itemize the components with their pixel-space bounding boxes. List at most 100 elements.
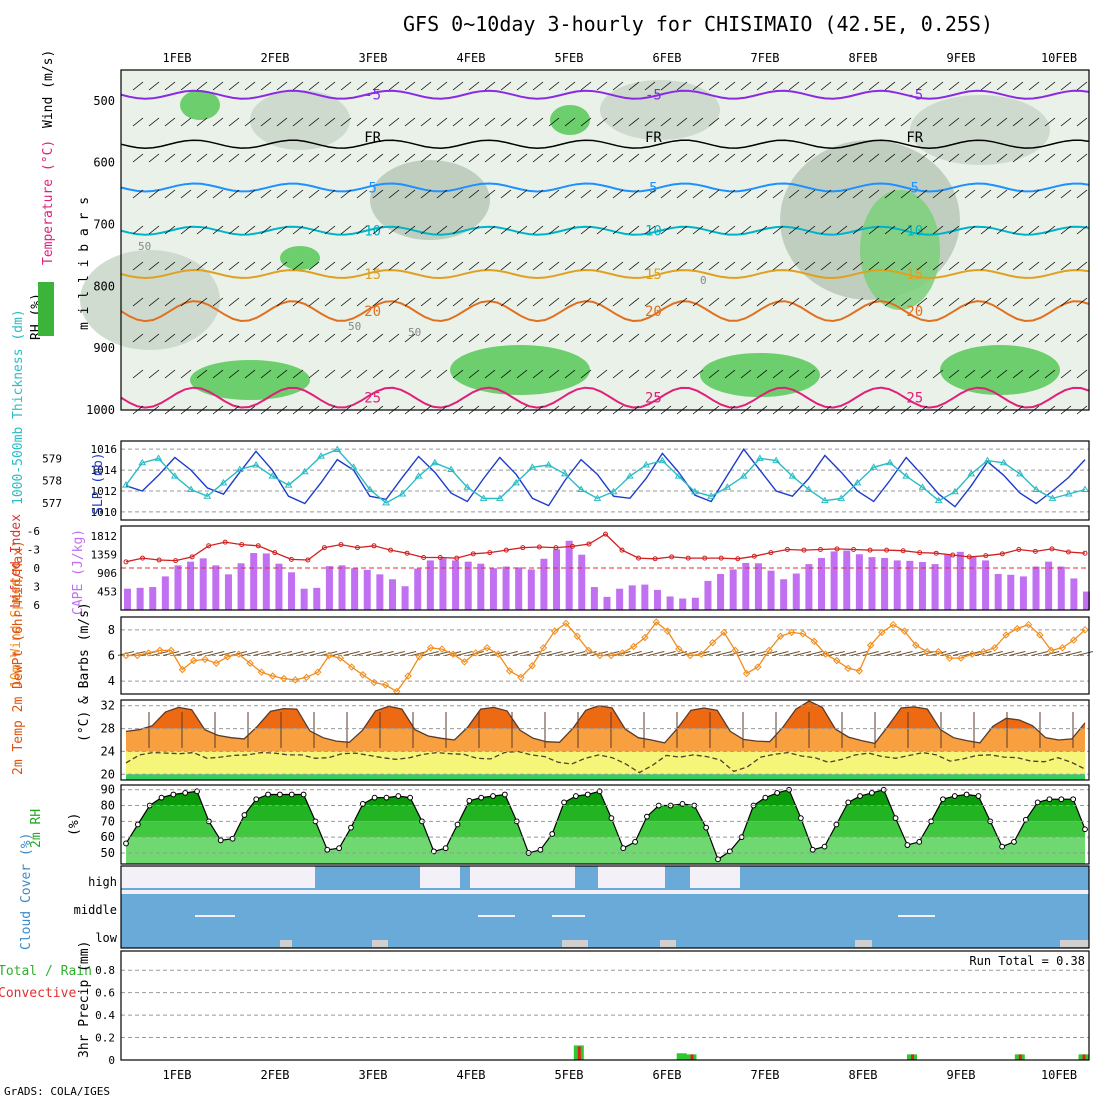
wind-barb [580, 333, 592, 343]
wind-barb [852, 297, 864, 307]
li-marker [569, 543, 575, 549]
wind-barb [260, 189, 272, 199]
wind-speed-marker [866, 641, 875, 649]
wind-barb [996, 81, 1008, 91]
wind-barb [980, 333, 992, 343]
middle-cloud-gap [898, 915, 935, 917]
wind-barb [500, 225, 512, 235]
rh-tick-label: 50 [101, 846, 115, 860]
rh-marker [336, 845, 343, 852]
surface-wind-barb [715, 651, 733, 656]
wind-speed-marker [370, 678, 378, 687]
surface-wind-barb [851, 651, 868, 656]
rh-marker [501, 791, 508, 798]
wind-barb [244, 297, 256, 307]
li-marker [520, 545, 526, 551]
wind-barb [292, 117, 304, 127]
li-marker [718, 555, 724, 561]
isotherm-label: 15 [645, 267, 662, 283]
slp-tick-label: 1012 [91, 485, 118, 498]
wind-barb [644, 81, 656, 91]
wind-tick-label: 4 [108, 674, 115, 688]
precip-convective-bar [1018, 1054, 1022, 1060]
wind-barb [836, 297, 848, 307]
wind-barb [212, 297, 224, 307]
rh-marker [774, 790, 781, 796]
x-tick-label-top: 2FEB [261, 51, 290, 65]
wind-barb [772, 297, 784, 307]
wind-barb [724, 153, 736, 163]
wind-barb [788, 153, 800, 163]
wind-speed-marker [404, 672, 412, 680]
wind-barb [132, 333, 144, 343]
wind-barb [388, 261, 400, 271]
cape-bar [224, 574, 232, 610]
wind-barb [452, 81, 464, 91]
wind-barb [548, 81, 560, 91]
wind-barb [708, 225, 720, 235]
cape-bar [855, 554, 863, 610]
wind-barb [804, 189, 816, 199]
wind-barb [164, 297, 176, 307]
pressure-tick-label: 500 [93, 94, 115, 108]
isotherm-label: 5 [368, 180, 376, 196]
wind-barb [948, 117, 960, 127]
wind-barb [388, 117, 400, 127]
middle-cloud-gap [478, 915, 515, 917]
wind-barb [404, 153, 416, 163]
wind-barb [900, 297, 912, 307]
rh-shading [700, 353, 820, 397]
li-marker [685, 555, 691, 561]
wind-speed-marker [596, 651, 604, 660]
thickness-marker [577, 485, 586, 493]
cape-bar [149, 587, 157, 610]
middle-cloud-gap [552, 915, 585, 917]
wind-barb [708, 333, 720, 343]
wind-barb [532, 261, 544, 271]
wind-speed-marker [505, 667, 514, 675]
cape-bar [969, 556, 977, 610]
cape-bar [288, 572, 296, 610]
wind-barb [900, 117, 912, 127]
cape-bar [767, 570, 775, 610]
rh-marker [1011, 838, 1017, 845]
wind-barb [180, 261, 192, 271]
surface-wind-barb [997, 651, 1015, 656]
wind-barb [356, 369, 368, 379]
wind-barb [868, 369, 880, 379]
wind-barb [180, 81, 192, 91]
surface-wind-barb [174, 651, 191, 656]
wind-axis-label: Wind (m/s) [41, 50, 56, 128]
cape-bar [527, 569, 535, 610]
rh-marker [466, 797, 473, 804]
li-marker [404, 550, 410, 556]
wind-barb [564, 369, 576, 379]
li-marker [768, 550, 774, 556]
x-tick-label-bottom: 7FEB [751, 1068, 780, 1082]
rh-marker [821, 843, 828, 850]
wind-barb [724, 333, 736, 343]
thickness-marker [804, 485, 813, 493]
surface-wind-barb [456, 651, 473, 656]
wind-barb [980, 297, 992, 307]
wind-barb [628, 81, 640, 91]
wind-barb [244, 333, 256, 343]
wind-barb [340, 225, 352, 235]
wind-barb [1060, 333, 1072, 343]
wind-speed-marker [641, 633, 649, 642]
wind-barb [868, 225, 880, 235]
wind-barb [388, 153, 400, 163]
rh-contour-label: 0 [700, 274, 707, 287]
wind-barb [740, 117, 752, 127]
wind-barb [196, 81, 208, 91]
thickness-marker [170, 472, 179, 479]
wind-speed-marker [776, 632, 785, 640]
cape-bar [1032, 566, 1040, 610]
rh-marker [573, 793, 579, 799]
li-marker [470, 551, 476, 557]
middle-cloud-gap [195, 915, 235, 917]
wind-barb [1076, 225, 1088, 235]
rh-shading [940, 345, 1060, 395]
wind-barb [324, 81, 336, 91]
isotherm-label: 25 [364, 391, 381, 407]
